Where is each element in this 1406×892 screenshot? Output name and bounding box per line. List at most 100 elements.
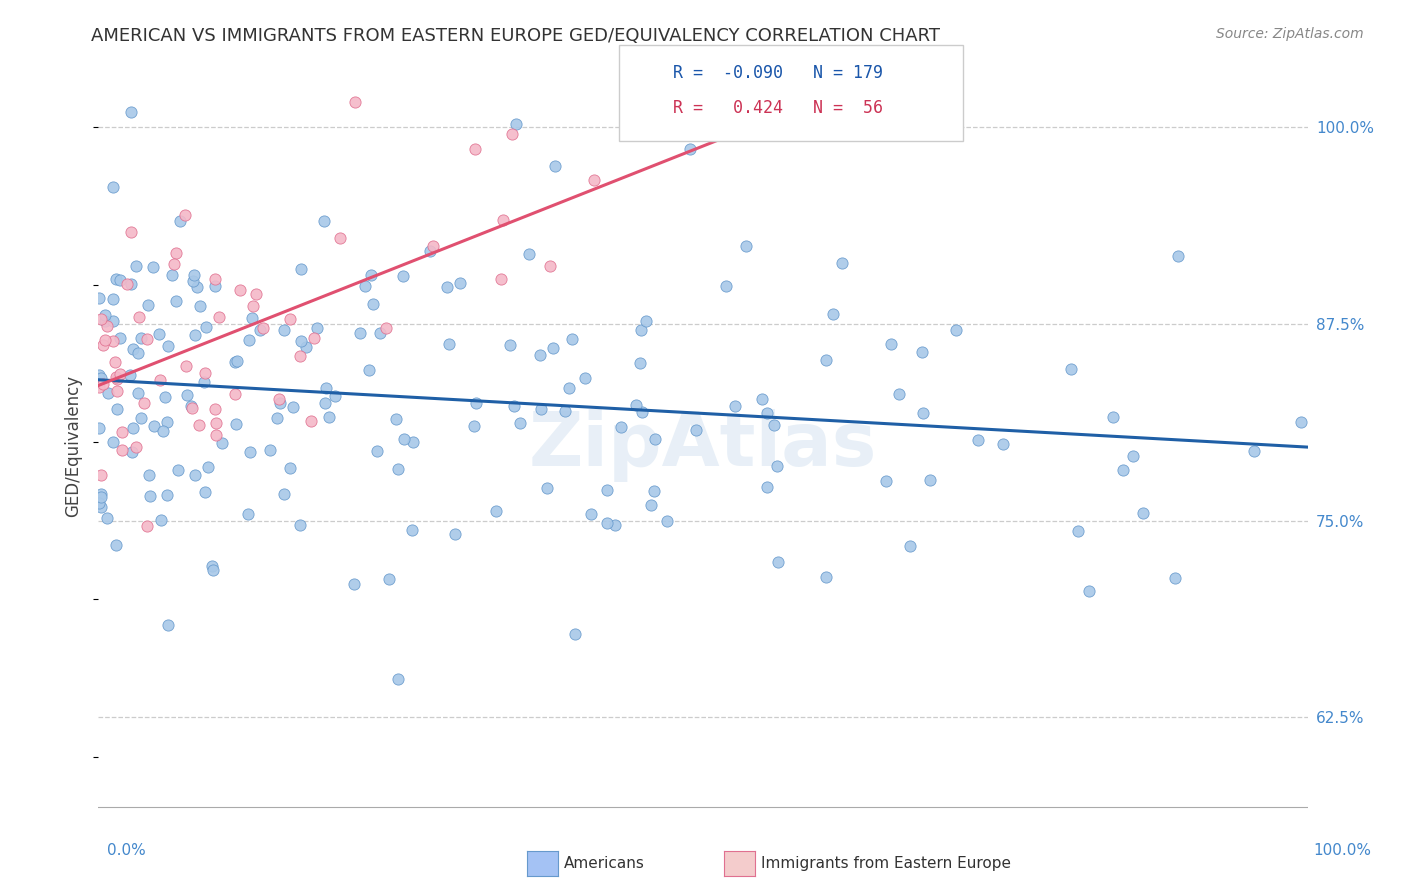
Point (1132, 506, 1154, 520)
Point (631, 404, 654, 418)
Point (314, 396, 336, 410)
Point (211, 436, 233, 450)
Point (238, 333, 260, 347)
Point (165, 245, 187, 260)
Point (208, 310, 231, 324)
Point (149, 373, 172, 387)
Point (129, 410, 152, 425)
Point (561, 333, 583, 347)
Point (87, 496, 110, 510)
Point (188, 299, 211, 313)
Point (110, 331, 132, 345)
Point (104, 355, 127, 369)
Point (236, 507, 259, 521)
Point (302, 331, 325, 345)
Point (361, 297, 384, 311)
Point (180, 401, 202, 416)
Point (176, 388, 198, 402)
Point (259, 443, 281, 458)
Point (108, 273, 131, 287)
Point (183, 468, 205, 483)
Point (530, 401, 553, 416)
Point (90, 468, 112, 483)
Point (898, 539, 921, 553)
Point (157, 617, 180, 632)
Point (288, 517, 311, 532)
Point (183, 268, 205, 282)
Point (299, 413, 322, 427)
Point (465, 396, 488, 410)
Point (245, 287, 267, 301)
Point (125, 259, 148, 273)
Point (169, 214, 191, 228)
Point (87, 421, 110, 435)
Point (283, 401, 305, 415)
Point (90, 487, 112, 501)
Point (101, 334, 124, 348)
Point (394, 432, 416, 446)
Point (269, 395, 291, 409)
Point (880, 336, 903, 351)
Point (148, 327, 170, 342)
Point (436, 279, 458, 293)
Point (128, 310, 150, 325)
Point (463, 418, 485, 433)
Point (449, 276, 471, 290)
Point (831, 255, 853, 269)
Point (127, 385, 149, 400)
Point (360, 268, 382, 283)
Point (755, 479, 778, 493)
Point (1167, 249, 1189, 263)
Text: Source: ZipAtlas.com: Source: ZipAtlas.com (1216, 27, 1364, 41)
Point (194, 320, 217, 334)
Point (329, 231, 352, 245)
Point (96, 319, 118, 334)
Point (273, 487, 295, 501)
Point (596, 483, 619, 498)
Point (181, 274, 204, 288)
Point (180, 399, 202, 413)
Point (103, 180, 125, 194)
Point (875, 474, 897, 488)
Point (564, 627, 586, 641)
Text: 100.0%: 100.0% (1313, 843, 1372, 858)
Point (443, 526, 465, 541)
Point (501, 128, 523, 142)
Point (538, 260, 561, 274)
Point (392, 269, 415, 284)
Point (138, 467, 160, 482)
Point (136, 298, 159, 312)
Point (205, 416, 228, 430)
Point (105, 401, 128, 416)
Point (318, 410, 340, 425)
Point (679, 143, 702, 157)
Point (1289, 415, 1312, 429)
Point (242, 299, 264, 313)
Point (156, 488, 179, 502)
Point (194, 367, 217, 381)
Point (204, 401, 226, 416)
Point (87, 291, 110, 305)
Point (104, 538, 127, 552)
Point (94, 308, 117, 322)
Point (288, 349, 311, 363)
Point (544, 160, 567, 174)
Point (101, 434, 124, 449)
Point (536, 481, 558, 495)
Point (193, 375, 215, 389)
Point (204, 428, 226, 442)
Point (118, 368, 141, 382)
Point (290, 334, 312, 348)
Point (529, 348, 551, 362)
Point (782, 103, 804, 118)
Point (509, 416, 531, 430)
Point (821, 307, 844, 321)
Point (630, 323, 652, 337)
Point (484, 504, 506, 518)
Point (105, 384, 128, 398)
Point (155, 390, 177, 404)
Point (377, 572, 399, 586)
Point (121, 444, 143, 458)
Point (368, 326, 391, 341)
Text: AMERICAN VS IMMIGRANTS FROM EASTERN EUROPE GED/EQUIVALENCY CORRELATION CHART: AMERICAN VS IMMIGRANTS FROM EASTERN EURO… (91, 27, 941, 45)
